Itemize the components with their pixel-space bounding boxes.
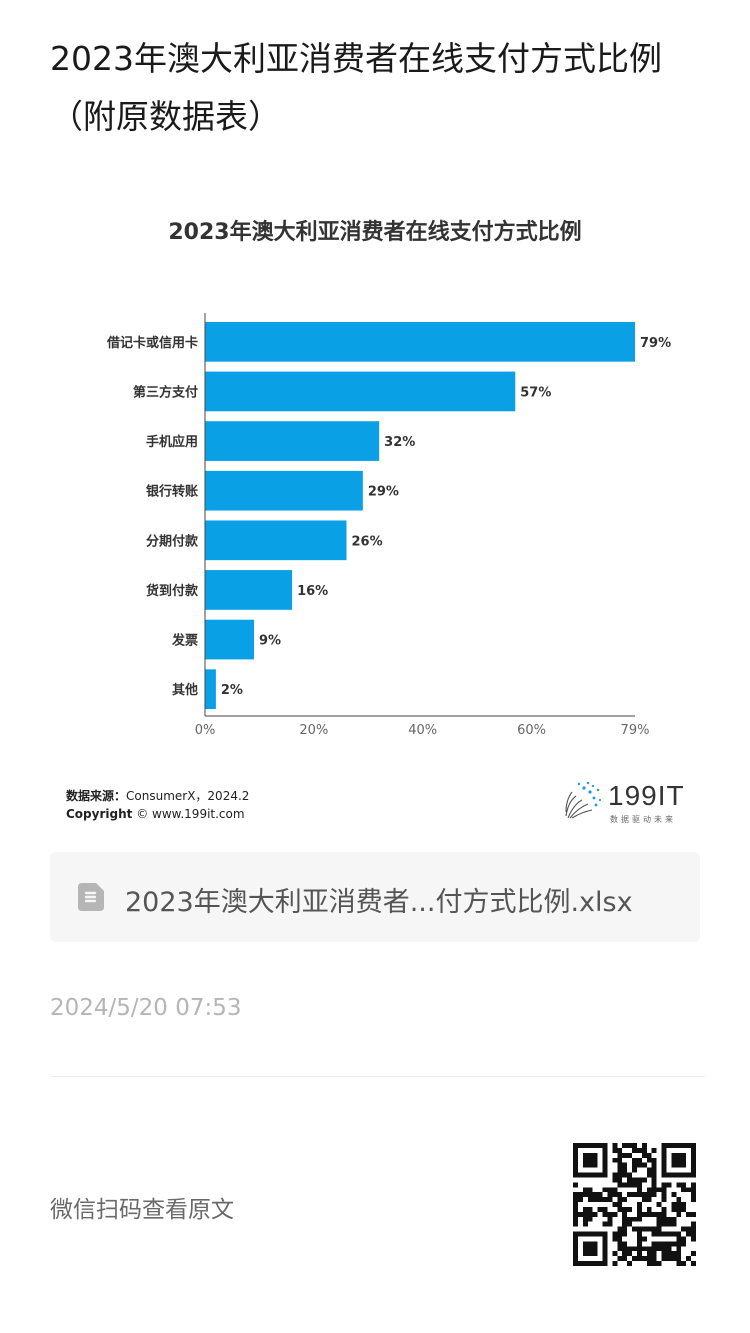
- data-source: 数据来源：ConsumerX，2024.2: [66, 787, 249, 804]
- x-tick-label-0: 0%: [195, 723, 216, 738]
- data-source-label: 数据来源：: [66, 789, 127, 803]
- bar-3: [205, 470, 363, 511]
- bar-5: [205, 570, 293, 610]
- category-label-2: 手机应用: [146, 434, 198, 450]
- bar-0: [205, 321, 635, 362]
- category-label-0: 借记卡或信用卡: [106, 335, 198, 351]
- x-tick-label-4: 79%: [621, 723, 650, 738]
- copyright-label: Copyright: [66, 807, 133, 821]
- qr-code-icon[interactable]: [573, 1143, 696, 1266]
- category-label-4: 分期付款: [146, 533, 199, 549]
- qr-finder-bottom-left: [573, 1231, 608, 1237]
- x-tick-label-1: 20%: [299, 723, 328, 738]
- chart-title: 2023年澳大利亚消费者在线支付方式比例: [168, 220, 582, 245]
- publish-timestamp: 2024/5/20 07:53: [50, 995, 242, 1021]
- qr-finder-top-left: [573, 1143, 608, 1148]
- x-tick-label-2: 40%: [408, 723, 437, 738]
- copyright-text: © www.199it.com: [136, 807, 245, 821]
- bar-1: [205, 371, 516, 412]
- value-label-4: 26%: [352, 534, 383, 549]
- copyright: Copyright © www.199it.com: [66, 807, 245, 821]
- scan-to-view-original: 微信扫码查看原文: [50, 1197, 234, 1223]
- value-label-0: 79%: [640, 336, 671, 351]
- logo-tagline: 数据驱动未来: [610, 815, 676, 824]
- bar-6: [205, 619, 254, 660]
- attachment-file-name: 2023年澳大利亚消费者...付方式比例.xlsx: [125, 887, 633, 918]
- attachment-file-card[interactable]: 2023年澳大利亚消费者...付方式比例.xlsx: [50, 852, 700, 942]
- value-label-2: 32%: [384, 435, 415, 450]
- bar-2: [205, 421, 380, 461]
- dandelion-logo-icon: [565, 781, 602, 819]
- value-label-1: 57%: [520, 385, 551, 400]
- value-label-5: 16%: [297, 584, 328, 599]
- logo-199it: 199IT 数据驱动未来: [560, 778, 700, 828]
- x-tick-label-3: 60%: [517, 723, 546, 738]
- qr-finder-top-right: [661, 1143, 696, 1148]
- logo-text: 199IT: [608, 780, 685, 811]
- category-label-1: 第三方支付: [133, 384, 198, 400]
- category-label-7: 其他: [172, 682, 198, 698]
- value-label-3: 29%: [368, 485, 399, 500]
- category-label-5: 货到付款: [146, 583, 199, 599]
- value-label-7: 2%: [221, 683, 243, 698]
- bar-4: [205, 520, 347, 561]
- value-label-6: 9%: [259, 634, 281, 649]
- chart-card: 借记卡或信用卡 79% 第三方支付 57% 手机应用 32% 银行转账 29% 分期付款 26% 货…: [50, 200, 700, 840]
- article-title: 2023年澳大利亚消费者在线支付方式比例（附原数据表）: [50, 39, 662, 136]
- category-label-3: 银行转账: [146, 484, 198, 500]
- category-label-6: 发票: [171, 633, 198, 649]
- data-source-text: ConsumerX，2024.2: [126, 789, 250, 803]
- spreadsheet-file-icon: [78, 883, 104, 911]
- bar-7: [205, 669, 216, 710]
- divider: [50, 1076, 705, 1077]
- bar-chart: 借记卡或信用卡 79% 第三方支付 57% 手机应用 32% 银行转账 29% 分期付款 26% 货…: [106, 313, 671, 738]
